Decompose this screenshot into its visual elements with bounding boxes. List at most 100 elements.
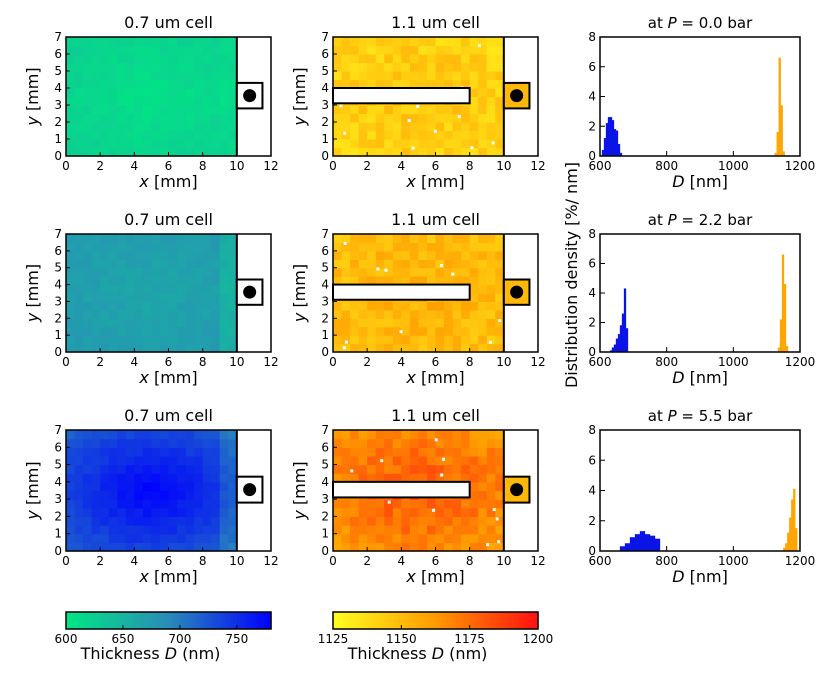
colorbar-segment [476,612,481,629]
heatmap-cell [333,525,343,535]
heatmap-cell [66,438,76,448]
heatmap-cell [367,335,377,345]
heatmap-cell [211,234,221,244]
heatmap-cell [108,455,118,466]
heatmap-cell [202,335,212,345]
heatmap-cell [177,122,187,132]
heatmap-cell [194,542,204,552]
heatmap-cell [91,234,101,244]
heatmap-cell [91,430,101,440]
colorbar-segment [387,612,392,629]
x-tick-label: 1000 [718,159,749,173]
heatmap-cell [409,139,420,149]
heatmap-cell [211,284,221,294]
colorbar-segment [421,612,426,629]
heatmap-cell [228,259,238,269]
heatmap-cell [185,37,195,47]
heatmap-cell [426,343,437,353]
heatmap-cell [426,276,437,286]
heatmap-cell [142,130,153,140]
heatmap-cell [401,139,411,149]
heatmap-cell [134,499,144,509]
heatmap-cell [159,301,170,311]
y-tick-label: 3 [321,294,329,308]
heatmap-cell [469,113,479,123]
heatmap-cell [142,516,153,526]
heatmap-cell [333,318,343,328]
colorbar-segment [353,612,358,629]
heatmap-cell [495,284,505,294]
y-tick-label: 3 [321,98,329,112]
heatmap-cell [435,242,445,252]
heatmap-cell [350,276,360,286]
heatmap-cell [142,139,153,149]
heatmap-cell [401,259,411,269]
heatmap-cell [194,250,204,260]
y-tick-label: 2 [54,509,62,523]
heatmap-cell [333,343,343,353]
subplot-title: 1.1 um cell [391,13,480,32]
y-tick-label: 5 [54,64,62,78]
heatmap-cell [168,234,178,244]
heatmap-cell [151,455,161,466]
heatmap-cell [409,250,420,260]
heatmap-cell [375,250,385,260]
heatmap-cell [202,113,212,123]
y-tick-label: 2 [321,509,329,523]
heatmap-cell [228,507,238,518]
histogram-bar [795,528,798,552]
x-tick-label: 6 [432,554,440,568]
heatmap-cell [392,122,402,132]
heatmap-cell [211,326,221,336]
heatmap-cell [194,267,204,277]
axis-var: x [138,567,149,586]
heatmap-cell [83,37,93,47]
heatmap-cell [211,525,221,535]
heatmap-cell [401,301,411,311]
y-tick-label: 4 [321,278,329,292]
heatmap-cell [202,122,212,132]
heatmap-cell [495,71,505,81]
heatmap-cell [452,525,462,535]
heatmap-cell [350,113,360,123]
heatmap-cell [228,250,238,260]
heatmap-cell [83,525,93,535]
heatmap-cell [74,464,84,474]
heatmap-cell [74,326,84,336]
heatmap-cell [185,284,195,294]
x-tick-label: 6 [165,159,173,173]
heatmap-cell [392,301,402,311]
heatmap-cell [74,259,84,269]
heatmap-cell [401,234,411,244]
heatmap-cell [350,37,360,47]
subplot-title: at P = 0.0 bar [648,14,753,32]
heatmap-cell [486,533,496,543]
heatmap-cell [444,343,454,353]
heatmap-cell [358,326,368,336]
heatmap-cell [478,250,488,260]
heatmap-cell [211,301,221,311]
heatmap-cell [219,284,229,294]
heatmap-cell [219,79,229,89]
heatmap-cell [426,507,437,518]
heatmap-cell [159,507,170,518]
heatmap-cell [194,533,204,543]
heatmap-cell [418,343,428,353]
x-tick-label: 8 [466,159,474,173]
heatmap-cell [117,276,127,286]
heatmap-cell [168,122,178,132]
colorbar-segment [182,612,187,629]
heatmap-cell [469,259,479,269]
heatmap-cell [358,267,368,277]
heatmap-cell [168,507,178,518]
heatmap-cell [83,130,93,140]
heatmap-cell [228,113,238,123]
heatmap-cell [142,147,153,157]
heatmap-cell [461,318,471,328]
heatmap-cell [478,301,488,311]
histogram-bar [609,117,613,157]
heatmap-cell [418,447,428,457]
heatmap-cell [469,533,479,543]
title-part: P [668,14,678,32]
heatmap-cell [142,113,153,123]
